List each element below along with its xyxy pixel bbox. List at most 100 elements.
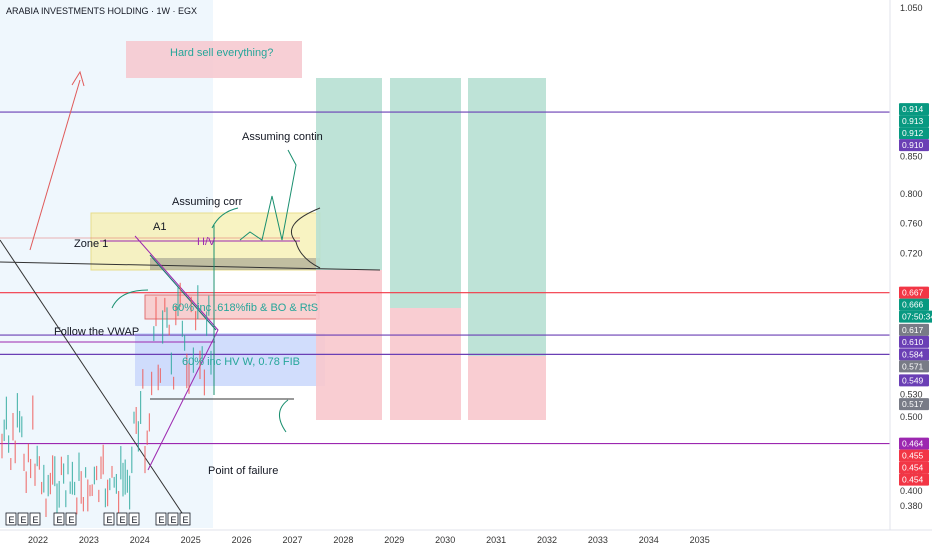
failure-arrow xyxy=(279,399,289,433)
y-tick-label: 0.720 xyxy=(900,248,923,258)
zone-1-base-line xyxy=(0,261,381,271)
price-tag-bg xyxy=(899,473,929,486)
earnings-marker[interactable] xyxy=(179,512,191,526)
earnings-marker[interactable] xyxy=(128,512,140,526)
zone-1-bottom-band xyxy=(150,258,320,270)
earnings-marker-label: E xyxy=(159,515,165,525)
earnings-marker[interactable] xyxy=(5,512,17,526)
y-tick-label: 0.500 xyxy=(900,412,923,422)
price-tag-label: 0.464 xyxy=(902,439,924,449)
earnings-marker-label: E xyxy=(69,515,75,525)
ann-a1: A1 xyxy=(153,221,166,233)
position-3-stop[interactable] xyxy=(468,356,546,420)
price-axis[interactable]: 1.0500.8500.8000.7600.7200.5300.5000.420… xyxy=(900,3,923,511)
price-tag-bg xyxy=(899,360,929,373)
position-2-stop[interactable] xyxy=(390,308,461,420)
price-tag-bg xyxy=(899,298,929,311)
price-tag-label: 0.549 xyxy=(902,375,924,385)
ann-hard-sell: Hard sell everything? xyxy=(170,47,273,59)
price-tag-label: 0.517 xyxy=(902,399,924,409)
price-tag-label: 0.454 xyxy=(902,475,924,485)
x-tick-label: 2026 xyxy=(232,535,252,545)
x-tick-label: 2034 xyxy=(639,535,659,545)
price-tag-label: 0.454 xyxy=(902,463,924,473)
price-tag-bg xyxy=(899,437,929,450)
upward-projection-arrow xyxy=(29,79,81,251)
earnings-marker-label: E xyxy=(120,515,126,525)
zone-arc xyxy=(291,207,321,269)
earnings-marker[interactable] xyxy=(167,512,179,526)
price-tag-bg xyxy=(899,335,929,348)
earnings-marker[interactable] xyxy=(29,512,41,526)
ann-assuming-corr: Assuming corr xyxy=(172,196,243,208)
x-tick-label: 2030 xyxy=(435,535,455,545)
earnings-marker[interactable] xyxy=(155,512,167,526)
earnings-marker-label: E xyxy=(107,515,113,525)
x-tick-label: 2033 xyxy=(588,535,608,545)
price-tag-bg xyxy=(899,348,929,361)
earnings-marker-label: E xyxy=(9,515,15,525)
x-tick-label: 2025 xyxy=(181,535,201,545)
earnings-marker[interactable] xyxy=(17,512,29,526)
ann-fib: 60% inc .618%fib & BO & RtS xyxy=(172,302,318,314)
position-1-stop[interactable] xyxy=(316,270,382,420)
x-tick-label: 2022 xyxy=(28,535,48,545)
earnings-marker-label: E xyxy=(132,515,138,525)
position-3-target[interactable] xyxy=(468,78,546,356)
price-tag-bg xyxy=(899,374,929,387)
y-tick-label: 0.850 xyxy=(900,152,923,162)
price-tag-label: 07:50:34 xyxy=(902,312,932,322)
price-tag-bg xyxy=(899,398,929,411)
earnings-marker-label: E xyxy=(33,515,39,525)
hard-sell-box[interactable] xyxy=(126,41,302,78)
price-tag-label: 0.912 xyxy=(902,128,924,138)
earnings-marker-label: E xyxy=(21,515,27,525)
ann-hv: H/V xyxy=(197,236,216,248)
fib-box[interactable] xyxy=(144,294,320,320)
time-axis[interactable]: 2022 2023 2024 2025 2026 2027 2028 2029 2030 2031… xyxy=(28,535,710,545)
x-tick-label: 2032 xyxy=(537,535,557,545)
y-tick-label: 0.800 xyxy=(900,189,923,199)
earnings-marker[interactable] xyxy=(65,512,77,526)
price-tag-label: 0.910 xyxy=(902,140,924,150)
earnings-marker[interactable] xyxy=(53,512,65,526)
price-tag-label: 0.610 xyxy=(902,337,924,347)
price-tag-bg xyxy=(899,139,929,152)
x-tick-label: 2027 xyxy=(282,535,302,545)
y-tick-label: 1.050 xyxy=(900,3,923,13)
price-tag-label: 0.666 xyxy=(902,300,924,310)
x-tick-label: 2028 xyxy=(333,535,353,545)
earnings-marker[interactable] xyxy=(103,512,115,526)
x-tick-label: 2035 xyxy=(690,535,710,545)
earnings-marker[interactable] xyxy=(116,512,128,526)
x-tick-label: 2029 xyxy=(384,535,404,545)
price-tag-bg xyxy=(899,286,929,299)
price-tags: 0.914 0.913 0.912 0.910 0.667 0.666 07:50:34 0.… xyxy=(899,103,932,486)
x-tick-label: 2031 xyxy=(486,535,506,545)
wedge-lines xyxy=(134,235,219,471)
ann-hv-fib: 60% inc HV W, 0.78 FIB xyxy=(182,356,300,368)
price-tag-bg xyxy=(899,115,929,128)
ann-follow-vwap: Follow the VWAP xyxy=(54,326,139,338)
chart-title: ARABIA INVESTMENTS HOLDING · 1W · EGX xyxy=(6,6,197,16)
earnings-marker-label: E xyxy=(171,515,177,525)
x-tick-label: 2023 xyxy=(79,535,99,545)
price-tag-bg xyxy=(899,127,929,140)
earnings-marker-label: E xyxy=(57,515,63,525)
price-series xyxy=(1,282,212,518)
x-tick-label: 2024 xyxy=(130,535,150,545)
price-tag-label: 0.455 xyxy=(902,451,924,461)
position-2-target[interactable] xyxy=(390,78,461,308)
price-tag-bg xyxy=(899,323,929,336)
position-1-target[interactable] xyxy=(316,78,382,270)
continuation-path xyxy=(239,149,297,241)
y-tick-label: 0.380 xyxy=(900,501,923,511)
horizontal-levels xyxy=(0,111,890,445)
ann-point-failure: Point of failure xyxy=(208,465,278,477)
downtrend-line xyxy=(0,239,191,526)
arrow-head-up xyxy=(71,70,85,87)
y-tick-label: 0.760 xyxy=(900,219,923,229)
